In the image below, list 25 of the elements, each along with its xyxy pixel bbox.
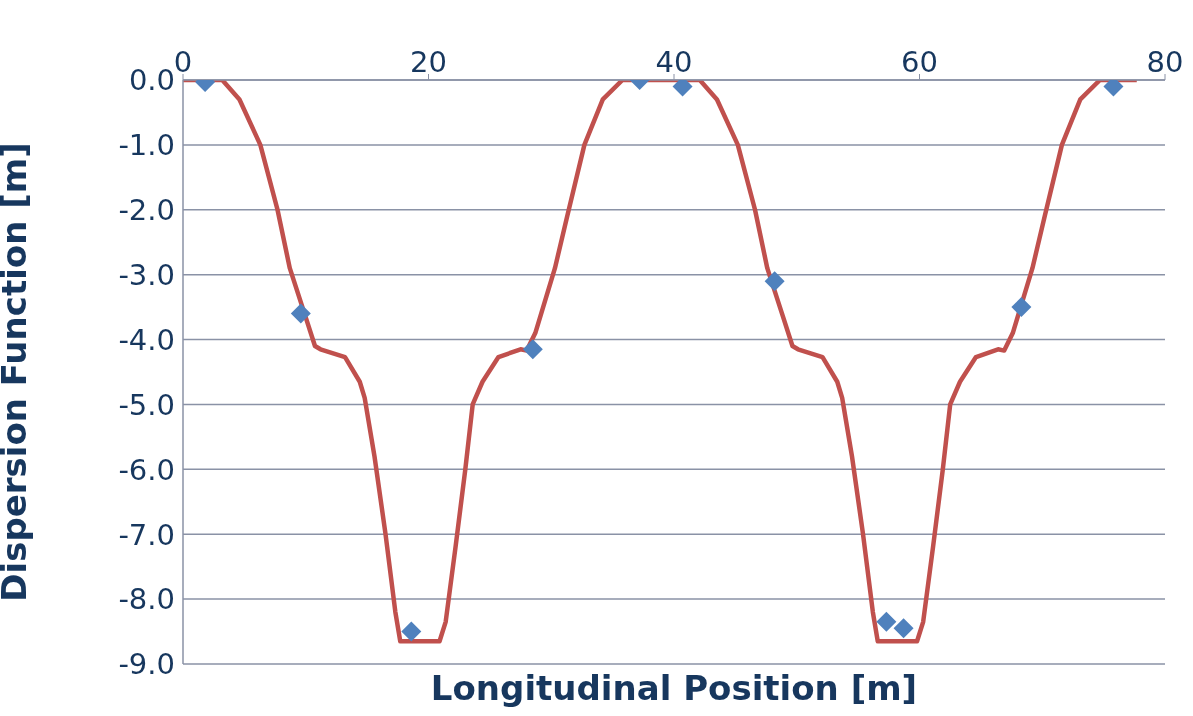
y-tick-label: -5.0 <box>118 387 175 422</box>
y-tick-label: -7.0 <box>118 517 175 552</box>
y-tick-label: -6.0 <box>118 452 175 487</box>
y-tick-label: -3.0 <box>118 257 175 292</box>
x-tick-label: 80 <box>1146 45 1184 79</box>
line-series <box>183 80 1140 644</box>
point <box>522 339 543 360</box>
x-tick-label: 60 <box>901 45 938 79</box>
y-axis-title: Dispersion Function [m] <box>0 142 35 602</box>
point <box>876 611 897 632</box>
y-tick-label: -4.0 <box>118 322 175 357</box>
point <box>764 271 785 292</box>
y-tick-label: -1.0 <box>118 128 175 163</box>
x-tick-label: 0 <box>173 45 193 79</box>
y-tick-label: -8.0 <box>118 582 175 617</box>
y-tick-label: 0.0 <box>128 63 175 98</box>
point <box>1011 297 1032 318</box>
x-tick-label: 40 <box>655 45 693 79</box>
x-axis-title: Longitudinal Position [m] <box>429 668 919 708</box>
point <box>290 303 311 324</box>
point <box>401 621 422 642</box>
y-tick-label: -9.0 <box>118 647 175 682</box>
y-tick-label: -2.0 <box>118 193 175 228</box>
x-tick-label: 20 <box>410 45 447 79</box>
point <box>893 618 914 639</box>
